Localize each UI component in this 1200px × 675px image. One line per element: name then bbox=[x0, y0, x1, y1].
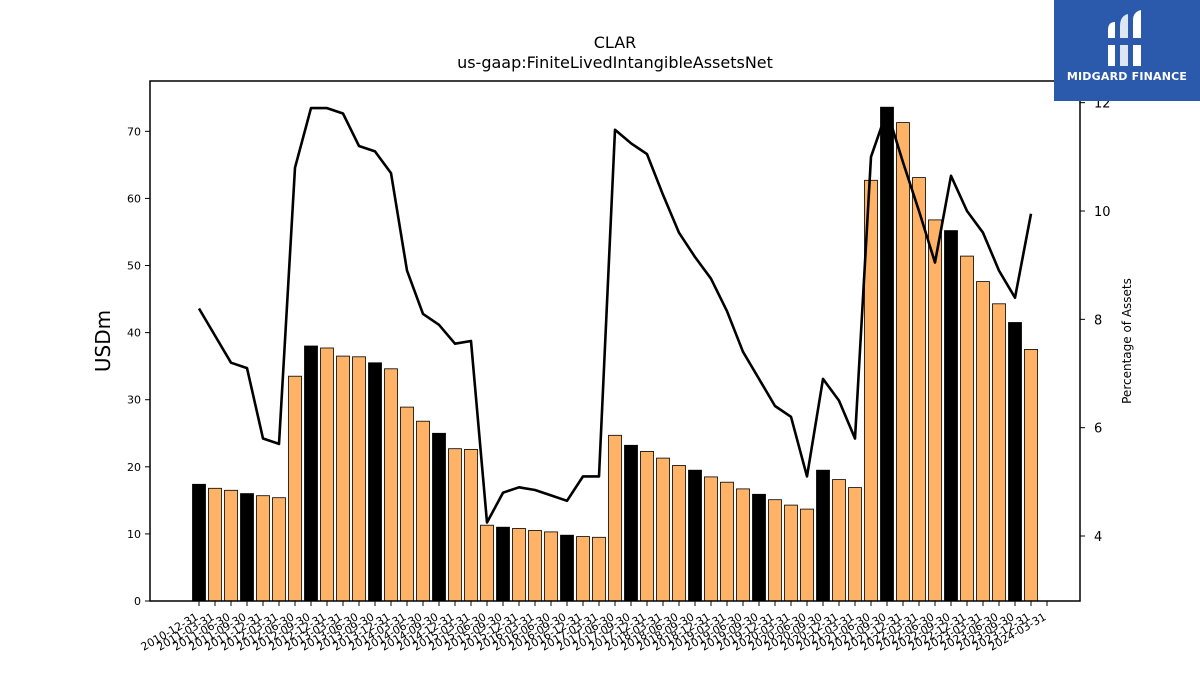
bar-2016-03-31 bbox=[528, 530, 542, 602]
y2-tick-label: 8 bbox=[1094, 313, 1102, 328]
bar-2018-03-31 bbox=[656, 457, 670, 602]
y-tick-label: 0 bbox=[134, 595, 141, 608]
bar-2013-06-30 bbox=[352, 356, 366, 602]
bar-2012-09-30 bbox=[304, 345, 318, 602]
bar-2016-06-30 bbox=[544, 531, 558, 602]
y2-tick-label: 6 bbox=[1094, 422, 1102, 437]
y2-tick-label: 10 bbox=[1094, 205, 1111, 220]
bar-2023-12-31 bbox=[1024, 348, 1038, 602]
bar-2021-09-30 bbox=[880, 106, 894, 602]
bar-2018-06-30 bbox=[672, 465, 686, 602]
y-tick-label: 20 bbox=[127, 461, 141, 474]
chart-title: CLAR bbox=[594, 33, 637, 52]
y2-tick-label: 4 bbox=[1094, 530, 1102, 545]
bar-2015-12-31 bbox=[512, 528, 526, 602]
bar-2012-12-31 bbox=[320, 347, 334, 602]
bar-2021-12-31 bbox=[896, 122, 910, 602]
bar-2012-06-30 bbox=[288, 375, 302, 602]
bar-2019-03-31 bbox=[720, 481, 734, 602]
bar-2011-09-30 bbox=[240, 493, 254, 602]
chart-subtitle: us-gaap:FiniteLivedIntangibleAssetsNet bbox=[457, 53, 773, 72]
brand-logo: MIDGARD FINANCE bbox=[1054, 0, 1200, 101]
y-tick-label: 30 bbox=[127, 394, 141, 407]
line-group bbox=[197, 106, 1033, 524]
midgard-logo-icon bbox=[1108, 10, 1141, 66]
y-tick-label: 60 bbox=[127, 192, 141, 205]
y-tick-label: 10 bbox=[127, 528, 141, 541]
bar-2015-09-30 bbox=[496, 526, 510, 602]
bar-2013-03-31 bbox=[336, 355, 350, 602]
bar-2023-06-30 bbox=[992, 303, 1006, 602]
series-line-percentage bbox=[197, 106, 1033, 524]
bar-2017-06-30 bbox=[608, 434, 622, 602]
bar-2018-12-31 bbox=[704, 476, 718, 602]
bar-2018-09-30 bbox=[688, 469, 702, 602]
bar-2020-09-30 bbox=[816, 469, 830, 602]
y-tick-label: 50 bbox=[127, 260, 141, 273]
bar-2017-03-31 bbox=[592, 536, 606, 602]
bar-2023-09-30 bbox=[1008, 322, 1022, 602]
y2-axis-label: Percentage of Assets bbox=[1120, 278, 1134, 404]
bar-2022-06-30 bbox=[928, 219, 942, 602]
bar-2022-03-31 bbox=[912, 177, 926, 602]
bar-2014-09-30 bbox=[432, 432, 446, 602]
bar-2011-03-31 bbox=[208, 487, 222, 602]
bar-2019-06-30 bbox=[736, 488, 750, 602]
bar-2022-12-31 bbox=[960, 255, 974, 602]
y-axis: 0 10 20 30 40 50 60 70 bbox=[127, 125, 150, 608]
bar-2022-09-30 bbox=[944, 230, 958, 602]
bar-2013-09-30 bbox=[368, 362, 382, 602]
bar-2015-06-30 bbox=[480, 524, 494, 602]
bar-2014-12-31 bbox=[448, 448, 462, 602]
bar-2017-12-31 bbox=[640, 450, 654, 602]
bar-2016-09-30 bbox=[560, 534, 574, 602]
bar-2019-09-30 bbox=[752, 493, 766, 602]
y-tick-label: 40 bbox=[127, 327, 141, 340]
y-tick-label: 70 bbox=[127, 125, 141, 138]
bar-2017-09-30 bbox=[624, 444, 638, 602]
bar-2013-12-31 bbox=[384, 368, 398, 602]
y-axis-label: USDm bbox=[91, 310, 115, 372]
bar-2020-12-31 bbox=[832, 479, 846, 602]
bar-2019-12-31 bbox=[768, 499, 782, 602]
x-axis: 2010-12-312011-03-312011-06-302011-09-30… bbox=[139, 601, 1049, 654]
bar-2011-06-30 bbox=[224, 489, 238, 602]
bar-2010-12-31 bbox=[192, 483, 206, 602]
bar-2012-03-31 bbox=[272, 497, 286, 602]
bar-2020-06-30 bbox=[800, 508, 814, 602]
bar-2016-12-31 bbox=[576, 536, 590, 602]
bar-2014-06-30 bbox=[416, 420, 430, 602]
bar-2021-03-31 bbox=[848, 487, 862, 602]
bar-2011-12-31 bbox=[256, 495, 270, 602]
bar-2014-03-31 bbox=[400, 406, 414, 602]
bar-2020-03-31 bbox=[784, 504, 798, 602]
brand-name: MIDGARD FINANCE bbox=[1066, 70, 1188, 83]
bar-2015-03-31 bbox=[464, 448, 478, 602]
bars-group bbox=[192, 106, 1038, 602]
bar-2023-03-31 bbox=[976, 281, 990, 602]
